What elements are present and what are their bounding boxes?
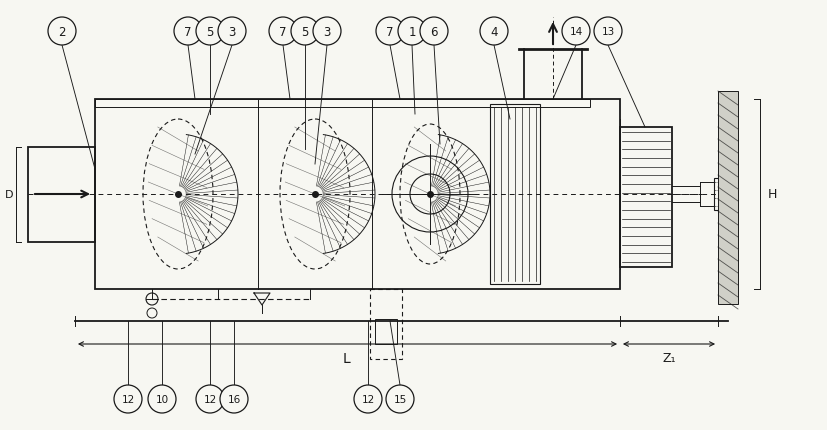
Text: H: H <box>767 188 776 201</box>
Circle shape <box>375 18 404 46</box>
Text: D: D <box>5 190 13 200</box>
Bar <box>490 105 539 284</box>
Text: 7: 7 <box>184 25 192 38</box>
Circle shape <box>48 18 76 46</box>
Text: 15: 15 <box>393 394 406 404</box>
Bar <box>375 319 396 344</box>
Bar <box>713 178 733 211</box>
Circle shape <box>419 18 447 46</box>
Text: 12: 12 <box>203 394 217 404</box>
Circle shape <box>385 385 414 413</box>
Bar <box>370 289 402 359</box>
Text: 2: 2 <box>58 25 65 38</box>
Text: 16: 16 <box>227 394 241 404</box>
Bar <box>95 100 590 108</box>
Circle shape <box>148 385 176 413</box>
Circle shape <box>218 18 246 46</box>
Text: 5: 5 <box>206 25 213 38</box>
Text: 12: 12 <box>122 394 135 404</box>
Text: 1: 1 <box>408 25 415 38</box>
Text: 6: 6 <box>430 25 437 38</box>
Circle shape <box>174 18 202 46</box>
Circle shape <box>114 385 141 413</box>
Circle shape <box>562 18 590 46</box>
Text: 3: 3 <box>228 25 236 38</box>
Circle shape <box>220 385 248 413</box>
Circle shape <box>290 18 318 46</box>
Circle shape <box>480 18 508 46</box>
Text: 5: 5 <box>301 25 308 38</box>
Circle shape <box>354 385 381 413</box>
Bar <box>717 92 737 304</box>
Bar <box>28 147 95 243</box>
Circle shape <box>313 18 341 46</box>
Text: 14: 14 <box>569 27 582 37</box>
Bar <box>95 100 619 289</box>
Text: 7: 7 <box>385 25 394 38</box>
Circle shape <box>196 385 224 413</box>
Bar <box>619 128 672 267</box>
Circle shape <box>593 18 621 46</box>
Circle shape <box>269 18 297 46</box>
Circle shape <box>196 18 224 46</box>
Text: 3: 3 <box>323 25 330 38</box>
Text: Z₁: Z₁ <box>662 352 675 365</box>
Text: 12: 12 <box>361 394 374 404</box>
Text: L: L <box>342 351 351 365</box>
Circle shape <box>398 18 425 46</box>
Text: 13: 13 <box>600 27 614 37</box>
Text: 4: 4 <box>490 25 497 38</box>
Text: 7: 7 <box>279 25 286 38</box>
Text: 10: 10 <box>155 394 169 404</box>
